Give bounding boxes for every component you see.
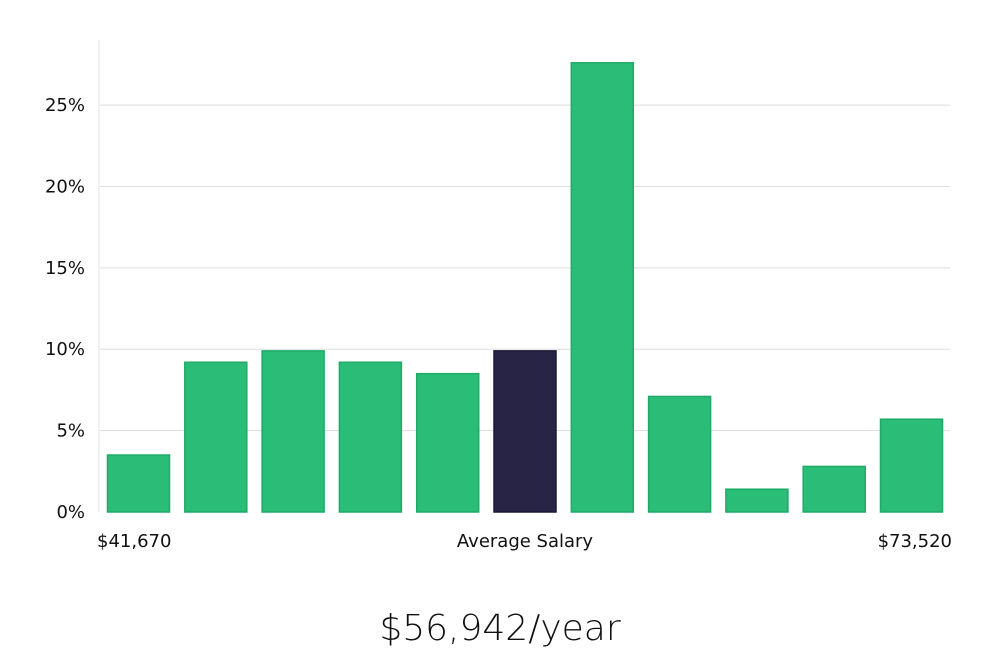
chart-svg: 0%5%10%15%20%25% $41,670 Average Salary … bbox=[45, 40, 952, 552]
y-tick-label: 0% bbox=[56, 502, 85, 523]
bar bbox=[725, 488, 789, 513]
bar-average-salary bbox=[493, 350, 557, 513]
y-tick-label: 10% bbox=[45, 339, 85, 360]
bar bbox=[184, 361, 248, 513]
grid-layer bbox=[100, 104, 950, 432]
bar bbox=[106, 454, 171, 513]
bars-layer bbox=[106, 62, 944, 513]
x-axis-label: Average Salary bbox=[457, 531, 594, 552]
bar bbox=[879, 418, 944, 513]
bar bbox=[647, 395, 712, 513]
bar bbox=[261, 350, 325, 513]
y-tick-label: 15% bbox=[45, 258, 85, 279]
bar bbox=[570, 62, 635, 513]
bar bbox=[338, 361, 403, 513]
y-tick-label: 20% bbox=[45, 176, 85, 197]
x-max-label: $73,520 bbox=[878, 531, 952, 552]
bar bbox=[802, 465, 866, 513]
y-tick-label: 5% bbox=[56, 421, 85, 442]
y-tick-label: 25% bbox=[45, 95, 85, 116]
bar bbox=[415, 372, 480, 513]
y-ticks-layer: 0% 5% 10% 15% 20% 25% bbox=[45, 95, 85, 523]
average-salary-value: $56,942/year bbox=[379, 608, 621, 649]
x-min-label: $41,670 bbox=[97, 531, 171, 552]
